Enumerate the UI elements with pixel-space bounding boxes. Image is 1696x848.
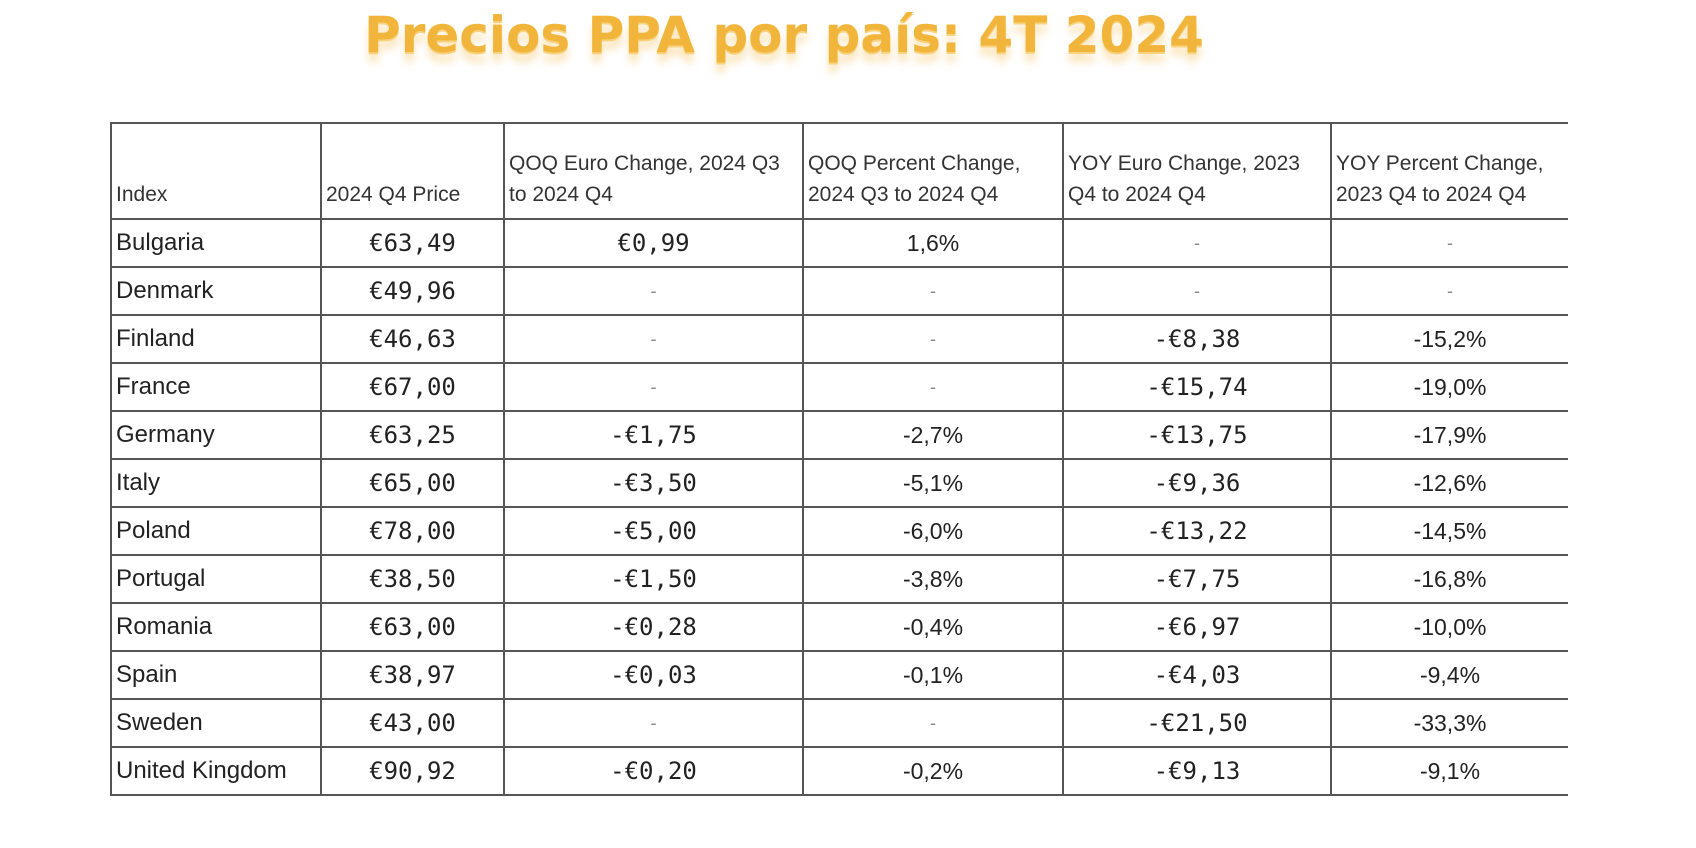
country-cell: France [110, 362, 322, 412]
table-row: United Kingdom €90,92 -€0,20 -0,2% -€9,13 -9,… [110, 746, 1568, 796]
qoq-percent-header: QOQ Percent Change, 2024 Q3 to 2024 Q4 [802, 122, 1064, 220]
country-cell: Denmark [110, 266, 322, 316]
ppa-price-table-container: Index 2024 Q4 Price QOQ Euro Change, 2024 … [110, 122, 1568, 796]
price-cell: €78,00 [320, 506, 505, 556]
yoy-percent-cell: - [1330, 266, 1568, 316]
table-header-row: Index 2024 Q4 Price QOQ Euro Change, 2024 … [110, 122, 1568, 220]
price-cell: €65,00 [320, 458, 505, 508]
table-row: Poland €78,00 -€5,00 -6,0% -€13,22 -14,5% [110, 506, 1568, 556]
country-cell: Sweden [110, 698, 322, 748]
yoy-euro-cell: - [1062, 266, 1332, 316]
index-header: Index [110, 122, 322, 220]
table-body: Bulgaria €63,49 €0,99 1,6% - - Denmark €49,96- -… [110, 218, 1568, 796]
qoq-euro-cell: -€5,00 [503, 506, 804, 556]
qoq-euro-cell: -€1,50 [503, 554, 804, 604]
yoy-percent-cell: -16,8% [1330, 554, 1568, 604]
yoy-euro-cell: - [1062, 218, 1332, 268]
yoy-percent-cell: -19,0% [1330, 362, 1568, 412]
yoy-euro-cell: -€7,75 [1062, 554, 1332, 604]
yoy-euro-cell: -€21,50 [1062, 698, 1332, 748]
yoy-percent-cell: -15,2% [1330, 314, 1568, 364]
price-cell: €63,25 [320, 410, 505, 460]
country-cell: Finland [110, 314, 322, 364]
country-cell: Portugal [110, 554, 322, 604]
yoy-percent-cell: -9,1% [1330, 746, 1568, 796]
qoq-percent-cell: -2,7% [802, 410, 1064, 460]
table-row: Bulgaria €63,49 €0,99 1,6% - - [110, 218, 1568, 268]
price-cell: €43,00 [320, 698, 505, 748]
table-row: Finland €46,63- - -€8,38 -15,2% [110, 314, 1568, 364]
table-row: Sweden €43,00- - -€21,50 -33,3% [110, 698, 1568, 748]
qoq-euro-cell: -€1,75 [503, 410, 804, 460]
qoq-percent-cell: - [802, 362, 1064, 412]
price-cell: €63,00 [320, 602, 505, 652]
country-cell: Spain [110, 650, 322, 700]
qoq-percent-cell: - [802, 266, 1064, 316]
qoq-euro-cell: - [503, 362, 804, 412]
yoy-euro-cell: -€4,03 [1062, 650, 1332, 700]
qoq-percent-cell: -0,1% [802, 650, 1064, 700]
price-cell: €49,96 [320, 266, 505, 316]
table-row: Italy €65,00 -€3,50 -5,1% -€9,36 -12,6% [110, 458, 1568, 508]
qoq-percent-cell: - [802, 698, 1064, 748]
price-cell: €67,00 [320, 362, 505, 412]
price-cell: €63,49 [320, 218, 505, 268]
yoy-euro-cell: -€6,97 [1062, 602, 1332, 652]
yoy-euro-header: YOY Euro Change, 2023 Q4 to 2024 Q4 [1062, 122, 1332, 220]
yoy-percent-header: YOY Percent Change, 2023 Q4 to 2024 Q4 [1330, 122, 1568, 220]
table-row: Spain €38,97 -€0,03 -0,1% -€4,03 -9,4% [110, 650, 1568, 700]
table-row: Germany €63,25 -€1,75 -2,7% -€13,75 -17,9% [110, 410, 1568, 460]
qoq-euro-cell: - [503, 698, 804, 748]
price-cell: €38,97 [320, 650, 505, 700]
yoy-euro-cell: -€9,36 [1062, 458, 1332, 508]
table-row: Portugal €38,50 -€1,50 -3,8% -€7,75 -16,8% [110, 554, 1568, 604]
page-title-text: Precios PPA por país: 4T 2024 [364, 6, 1204, 64]
yoy-euro-cell: -€8,38 [1062, 314, 1332, 364]
qoq-euro-cell: - [503, 266, 804, 316]
yoy-percent-cell: -12,6% [1330, 458, 1568, 508]
country-cell: Bulgaria [110, 218, 322, 268]
table-row: France €67,00- - -€15,74 -19,0% [110, 362, 1568, 412]
yoy-percent-cell: -9,4% [1330, 650, 1568, 700]
country-cell: Poland [110, 506, 322, 556]
yoy-euro-cell: -€13,75 [1062, 410, 1332, 460]
qoq-percent-cell: 1,6% [802, 218, 1064, 268]
country-cell: Germany [110, 410, 322, 460]
qoq-percent-cell: - [802, 314, 1064, 364]
country-cell: Italy [110, 458, 322, 508]
yoy-percent-cell: -33,3% [1330, 698, 1568, 748]
yoy-percent-cell: - [1330, 218, 1568, 268]
yoy-percent-cell: -10,0% [1330, 602, 1568, 652]
qoq-percent-cell: -0,2% [802, 746, 1064, 796]
ppa-price-table: Index 2024 Q4 Price QOQ Euro Change, 2024 … [110, 122, 1568, 796]
yoy-percent-cell: -17,9% [1330, 410, 1568, 460]
qoq-euro-cell: - [503, 314, 804, 364]
table-row: Denmark €49,96- - - - [110, 266, 1568, 316]
qoq-euro-cell: €0,99 [503, 218, 804, 268]
qoq-percent-cell: -0,4% [802, 602, 1064, 652]
price-cell: €38,50 [320, 554, 505, 604]
qoq-euro-cell: -€3,50 [503, 458, 804, 508]
qoq-percent-cell: -6,0% [802, 506, 1064, 556]
price-cell: €46,63 [320, 314, 505, 364]
country-cell: Romania [110, 602, 322, 652]
qoq-percent-cell: -5,1% [802, 458, 1064, 508]
qoq-euro-cell: -€0,28 [503, 602, 804, 652]
yoy-euro-cell: -€9,13 [1062, 746, 1332, 796]
price-cell: €90,92 [320, 746, 505, 796]
page-title: Precios PPA por país: 4T 2024 [0, 6, 1696, 64]
yoy-percent-cell: -14,5% [1330, 506, 1568, 556]
qoq-euro-cell: -€0,20 [503, 746, 804, 796]
price-header: 2024 Q4 Price [320, 122, 505, 220]
qoq-euro-cell: -€0,03 [503, 650, 804, 700]
country-cell: United Kingdom [110, 746, 322, 796]
qoq-euro-header: QOQ Euro Change, 2024 Q3 to 2024 Q4 [503, 122, 804, 220]
yoy-euro-cell: -€15,74 [1062, 362, 1332, 412]
qoq-percent-cell: -3,8% [802, 554, 1064, 604]
table-row: Romania €63,00 -€0,28 -0,4% -€6,97 -10,0% [110, 602, 1568, 652]
yoy-euro-cell: -€13,22 [1062, 506, 1332, 556]
